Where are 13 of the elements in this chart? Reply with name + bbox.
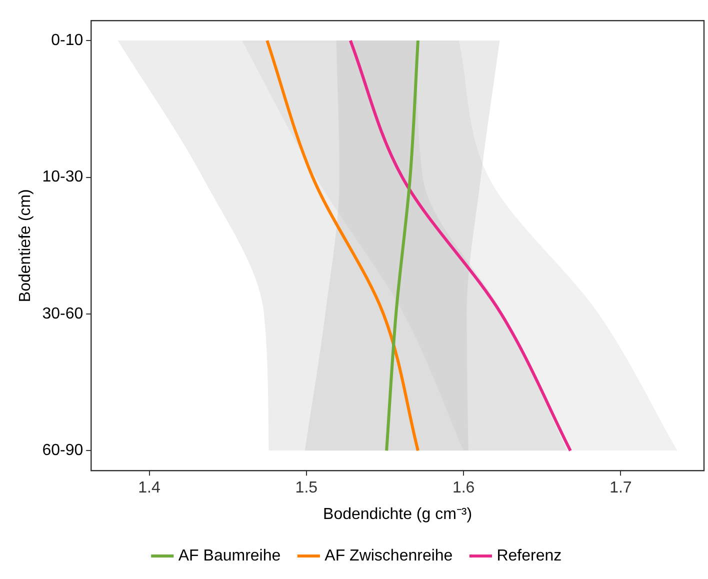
y-tick-label: 30-60 <box>42 305 84 322</box>
legend-label: Referenz <box>496 547 562 564</box>
legend-label: AF Zwischenreihe <box>324 547 453 564</box>
x-axis-title: Bodendichte (g cm⁻³) <box>323 506 472 523</box>
y-tick-label: 0-10 <box>51 32 84 49</box>
x-tick-label: 1.4 <box>138 480 160 497</box>
legend-label: AF Baumreihe <box>178 547 281 564</box>
y-axis-title: Bodentiefe (cm) <box>17 189 34 302</box>
y-tick-label: 10-30 <box>42 168 84 186</box>
x-tick-label: 1.5 <box>295 480 318 497</box>
x-tick-label: 1.6 <box>452 480 475 497</box>
x-tick-label: 1.7 <box>610 480 632 497</box>
y-tick-label: 60-90 <box>42 442 84 460</box>
